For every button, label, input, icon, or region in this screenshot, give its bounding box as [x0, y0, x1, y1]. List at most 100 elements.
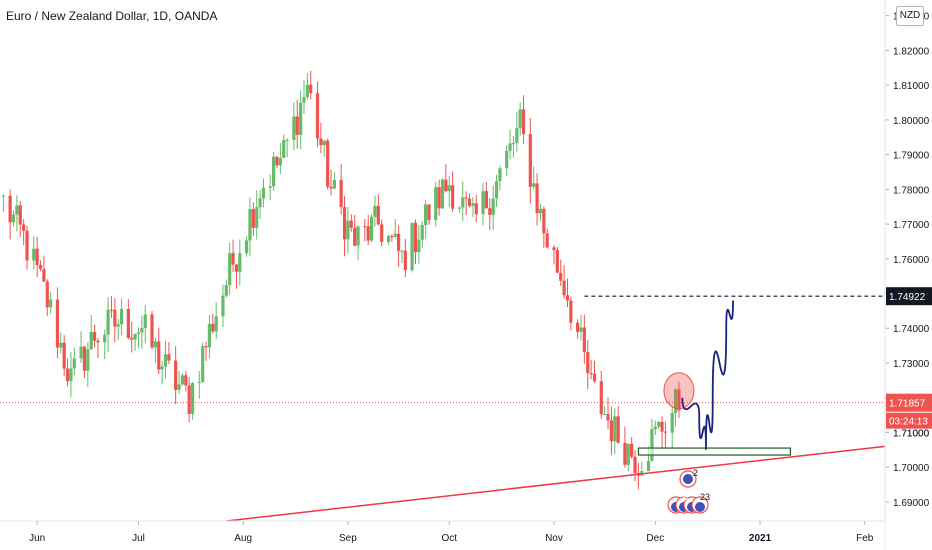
candle-body — [282, 140, 286, 158]
highlight-circle[interactable] — [663, 372, 695, 410]
candle — [342, 196, 347, 257]
candle — [576, 319, 580, 339]
candle-body — [393, 233, 397, 237]
trendline[interactable] — [226, 445, 886, 522]
candle-body — [623, 442, 627, 465]
candle — [18, 200, 22, 238]
event-count: 2 — [693, 468, 698, 478]
time-tick: Nov — [545, 521, 563, 544]
candle-body — [555, 250, 559, 273]
price-tick: 1.73000 — [885, 359, 930, 370]
candle — [559, 259, 563, 286]
candle-body — [177, 384, 181, 390]
candle — [133, 333, 137, 351]
candle-body — [396, 233, 401, 251]
candle-body — [508, 143, 512, 151]
current-price-label[interactable]: 1.71857 — [886, 393, 932, 412]
candle-body — [62, 342, 66, 369]
candle — [49, 291, 53, 314]
candle — [326, 138, 330, 190]
time-tick: Dec — [646, 521, 664, 544]
currency-box[interactable]: NZD — [896, 6, 924, 26]
target-price-label[interactable]: 1.74922 — [886, 287, 932, 306]
candle — [255, 190, 259, 240]
candle — [444, 163, 448, 193]
candle-body — [474, 203, 478, 215]
candle — [532, 166, 536, 189]
time-tick-label: Jun — [29, 533, 45, 544]
candle — [272, 151, 276, 191]
candle — [258, 190, 262, 220]
event-flag-icon — [695, 502, 705, 512]
event-bubble[interactable]: 2 — [679, 468, 698, 488]
candle — [45, 279, 49, 316]
event-count: 3 — [705, 492, 710, 502]
candle — [184, 371, 188, 392]
countdown-bg — [886, 412, 932, 429]
event-marks[interactable]: 26 2 3 — [667, 468, 710, 514]
candle — [484, 181, 489, 209]
candle — [1, 194, 5, 212]
candle — [353, 215, 357, 247]
candle-body — [35, 248, 39, 266]
candle — [464, 191, 468, 216]
price-tick-label: 1.77000 — [893, 220, 930, 231]
support-zone[interactable] — [637, 447, 792, 456]
candle-body — [376, 205, 380, 225]
candle — [299, 90, 303, 150]
candle-body — [332, 179, 337, 189]
candle-body — [444, 179, 448, 192]
price-tick-label: 1.81000 — [893, 81, 930, 92]
candle — [167, 342, 171, 365]
candle — [248, 197, 252, 257]
candle — [89, 315, 93, 350]
candle-body — [369, 216, 374, 241]
candle — [346, 207, 350, 253]
candle-body — [498, 168, 502, 182]
candle — [25, 225, 29, 270]
time-tick-label: Dec — [646, 533, 664, 544]
candle — [207, 315, 212, 359]
candle — [11, 210, 16, 227]
candle-body — [319, 138, 323, 146]
candle — [390, 234, 394, 242]
candle-body — [92, 331, 97, 341]
candle — [322, 140, 326, 157]
candle — [244, 236, 249, 257]
candle-body — [251, 209, 255, 228]
time-axis[interactable]: Jun Jul Aug Sep Oct Nov Dec 2021 Feb — [0, 520, 885, 550]
candle — [538, 203, 543, 222]
candle — [518, 102, 522, 136]
candle-body — [38, 265, 43, 269]
candle — [545, 228, 549, 249]
drawings[interactable] — [226, 300, 886, 522]
event-count: 2 — [700, 492, 705, 502]
candle — [488, 198, 492, 231]
price-axis[interactable]: 1.830001.820001.810001.800001.790001.780… — [884, 0, 932, 550]
candle-body — [356, 226, 360, 246]
price-axis-bg — [885, 0, 932, 550]
projection-path[interactable] — [681, 300, 734, 450]
candle-body — [410, 222, 414, 271]
candle — [278, 143, 282, 174]
candle-body — [562, 280, 566, 296]
candle-body — [130, 337, 134, 340]
candle-body — [15, 205, 19, 215]
candle-body — [346, 220, 350, 240]
candle-body — [79, 346, 83, 359]
candle-body — [518, 109, 522, 129]
candle — [373, 195, 377, 227]
candle-body — [535, 183, 539, 214]
horizontal-levels — [0, 295, 885, 404]
candle-body — [437, 187, 441, 209]
partial-tick-label: 1.71000 — [893, 428, 930, 439]
candle — [565, 278, 570, 308]
candle-body — [677, 389, 681, 411]
candle-body — [109, 309, 114, 311]
candle-body — [538, 208, 543, 214]
candle — [437, 179, 441, 216]
candle — [424, 200, 428, 239]
candle — [140, 315, 144, 349]
